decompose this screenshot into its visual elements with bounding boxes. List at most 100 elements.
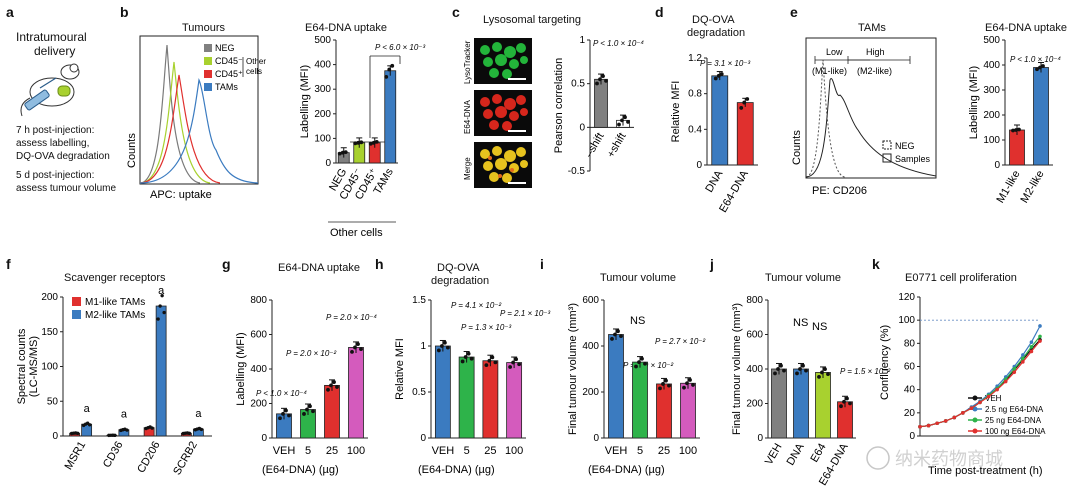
y-tick-label-i: 200 — [582, 387, 599, 398]
y-axis-label-g: Labelling (MFI) — [235, 332, 247, 405]
series-point-3 — [961, 411, 965, 415]
data-point-j-2 — [817, 374, 821, 379]
pvalue-j: P = 1.5 × 10⁻² — [840, 367, 891, 376]
data-point-g-0 — [284, 408, 288, 413]
y-tick-label-e: 100 — [983, 135, 1000, 146]
series-point-2 — [1012, 367, 1017, 371]
data-point-b-0 — [337, 151, 342, 156]
bar-j-0 — [771, 368, 787, 439]
data-point-i-2 — [661, 382, 665, 386]
panel-b-axis-labels: NEG CD45⁻ CD45⁺ TAMs Other cells APC: upt… — [126, 43, 266, 201]
data-point-f — [156, 317, 160, 321]
data-point-e-0 — [1011, 128, 1015, 133]
y-tick-label-f: 50 — [47, 396, 59, 407]
flow-curve-samples-e — [805, 78, 937, 178]
y-tick-label-j: 400 — [746, 364, 763, 375]
series-point-3 — [1029, 349, 1034, 354]
bar-i-0 — [608, 334, 624, 439]
x-tick-label-f: MSR1 — [63, 440, 89, 472]
panel-a-note1-1: 7 h post-injection: — [16, 125, 95, 136]
data-point-g-3 — [350, 349, 354, 354]
panel-e-bar-title: E64-DNA uptake — [985, 22, 1067, 34]
data-point-b-1 — [359, 140, 364, 145]
legend-neg-e: NEG — [895, 141, 915, 151]
pvalue-e: P < 1.0 × 10⁻⁴ — [1010, 55, 1062, 64]
data-point-g-3 — [353, 345, 357, 350]
y-axis-label-f-2: (LC-MS/MS) — [28, 336, 40, 397]
flow-xlabel-b: APC: uptake — [150, 189, 212, 201]
x-tick-label-c: +shift — [605, 131, 629, 160]
series-point-3 — [918, 424, 922, 429]
data-point-i-1 — [640, 356, 644, 361]
data-point-j-3 — [845, 396, 849, 401]
panel-b-legend — [204, 44, 244, 91]
y-tick-label-g: 400 — [250, 364, 267, 375]
x-tick-label-g: VEH — [273, 445, 296, 457]
data-point-e-1 — [1035, 67, 1039, 72]
sig-mark-f: a — [84, 403, 91, 415]
data-point-i-0 — [610, 337, 614, 341]
y-tick-label-k: 120 — [898, 292, 915, 303]
y-tick-label-e: 200 — [983, 110, 1000, 121]
group-labels: Other cells (E64-DNA) (µg) (E64-DNA) (µg… — [262, 141, 1043, 477]
x-tick-label-e: M2-like — [1018, 169, 1046, 206]
panel-e-labels: Low High (M1-like) (M2-like) NEG Samples… — [791, 47, 931, 197]
pvalue-h-1: P = 4.1 × 10⁻² — [451, 301, 502, 310]
panel-a-title-1: Intratumoural — [16, 30, 87, 44]
x-tick-label-h: 25 — [484, 445, 496, 457]
data-point-g-2 — [335, 385, 339, 389]
row-label-e64dna: E64-DNA — [463, 100, 472, 134]
series-point-2 — [1038, 334, 1042, 339]
group-label-i: (E64-DNA) (µg) — [588, 464, 665, 476]
bar-j-2 — [815, 372, 831, 439]
panel-e-flow-plot — [805, 37, 937, 179]
pvalue-d: P = 3.1 × 10⁻³ — [700, 59, 751, 68]
data-point-h-3 — [517, 362, 522, 367]
bar-i-3 — [680, 382, 696, 439]
data-point-c-1 — [626, 120, 630, 124]
data-point-h-2 — [490, 355, 495, 360]
y-tick-label-g: 800 — [250, 295, 267, 306]
flow-xlabel-e: PE: CD206 — [812, 185, 867, 197]
data-point-b-3 — [390, 63, 395, 68]
data-point-h-0 — [442, 340, 447, 345]
data-point-j-0 — [782, 368, 786, 373]
data-point-c-0 — [604, 78, 608, 83]
bar-b-3 — [384, 70, 397, 164]
panel-label-i: i — [540, 256, 544, 272]
flow-curve-cd45neg — [139, 61, 211, 184]
y-tick-label-i: 600 — [582, 295, 599, 306]
x-tick-label-f: CD206 — [135, 440, 163, 476]
data-point-b-3 — [384, 75, 389, 79]
y-tick-label-g: 0 — [261, 433, 267, 444]
data-point-h-1 — [466, 351, 471, 356]
bar-d-0 — [711, 75, 729, 166]
y-tick-label-d: 0 — [696, 160, 702, 171]
panel-e-flow-title: TAMs — [858, 22, 886, 34]
data-point-h-3 — [511, 360, 516, 365]
bar-d-1 — [736, 102, 754, 166]
y-tick-label-g: 600 — [250, 330, 267, 341]
data-point-b-2 — [368, 141, 373, 146]
panel-j-title: Tumour volume — [765, 272, 842, 284]
data-point-g-3 — [359, 347, 363, 351]
pvalue-i-2: P = 2.7 × 10⁻² — [655, 337, 706, 346]
bar-h-0 — [434, 345, 451, 439]
panel-a-note2-1: 5 d post-injection: — [16, 170, 95, 181]
group-label-h: (E64-DNA) (µg) — [418, 464, 495, 476]
data-point-i-1 — [634, 364, 638, 369]
bar-h-2 — [482, 360, 499, 439]
series-point-3 — [935, 421, 939, 426]
data-point-i-3 — [682, 385, 686, 390]
data-point-d-0 — [716, 73, 721, 78]
series-point-3 — [1003, 379, 1008, 384]
x-tick-label-c: –shift — [583, 131, 607, 160]
x-tick-label-i: VEH — [605, 445, 628, 457]
data-point-f — [125, 428, 129, 432]
data-point-j-0 — [773, 371, 777, 376]
data-point-g-2 — [326, 387, 330, 392]
flow-curve-cd45pos — [139, 74, 221, 184]
pvalue-g-3: P = 2.0 × 10⁻⁴ — [326, 313, 378, 322]
y-tick-label-f: 200 — [41, 292, 58, 303]
panel-c-title: Lysosomal targeting — [483, 14, 582, 26]
